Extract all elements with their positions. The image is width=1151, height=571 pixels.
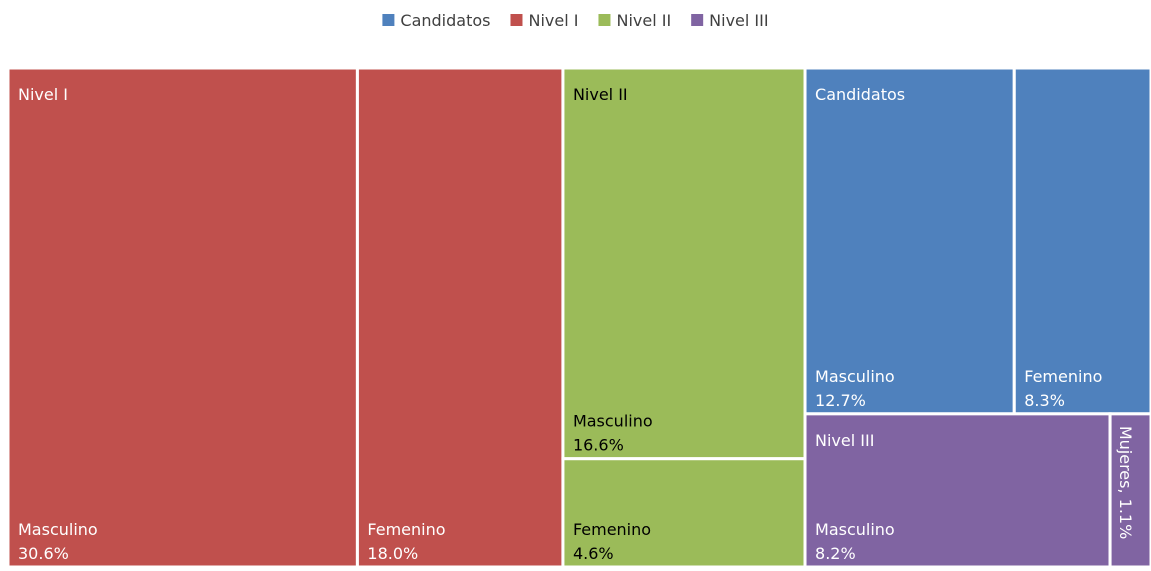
- tile-value: 16.6%: [573, 436, 624, 455]
- tile: [803, 66, 1016, 416]
- tile-label: Mujeres, 1.1%: [1116, 426, 1135, 539]
- tile: [561, 66, 807, 461]
- tile: [803, 412, 1112, 569]
- tile-name: Femenino: [573, 520, 651, 539]
- tile-name: Mujeres: [1116, 426, 1135, 489]
- group-label: Nivel I: [18, 85, 68, 104]
- tile-name: Femenino: [1024, 367, 1102, 386]
- tile-value: 12.7%: [815, 391, 866, 410]
- tile: [6, 66, 359, 569]
- tile-value: 1.1%: [1116, 499, 1135, 540]
- legend-swatch: [510, 14, 523, 26]
- tile-value: 8.3%: [1024, 391, 1065, 410]
- legend-label: Nivel II: [616, 11, 671, 30]
- tile-name: Masculino: [18, 520, 98, 539]
- tile: [355, 66, 565, 569]
- tile-value: 30.6%: [18, 544, 69, 563]
- legend-label: Nivel I: [528, 11, 578, 30]
- legend-swatch: [598, 14, 611, 26]
- tile-value: 4.6%: [573, 544, 614, 563]
- group-label: Nivel III: [815, 431, 874, 450]
- tile-name: Femenino: [367, 520, 445, 539]
- tile-name: Masculino: [815, 367, 895, 386]
- tile-name: Masculino: [573, 412, 653, 431]
- tile: [1012, 66, 1151, 416]
- group-label: Nivel II: [573, 85, 628, 104]
- tile-value: 18.0%: [367, 544, 418, 563]
- legend-swatch: [691, 14, 704, 26]
- separator: ,: [1116, 488, 1135, 498]
- group-label: Candidatos: [815, 85, 905, 104]
- legend-label: Nivel III: [709, 11, 768, 30]
- legend-label: Candidatos: [400, 11, 490, 30]
- legend-swatch: [382, 14, 395, 26]
- tile-value: 8.2%: [815, 544, 856, 563]
- tile-name: Masculino: [815, 520, 895, 539]
- tile: [561, 457, 807, 569]
